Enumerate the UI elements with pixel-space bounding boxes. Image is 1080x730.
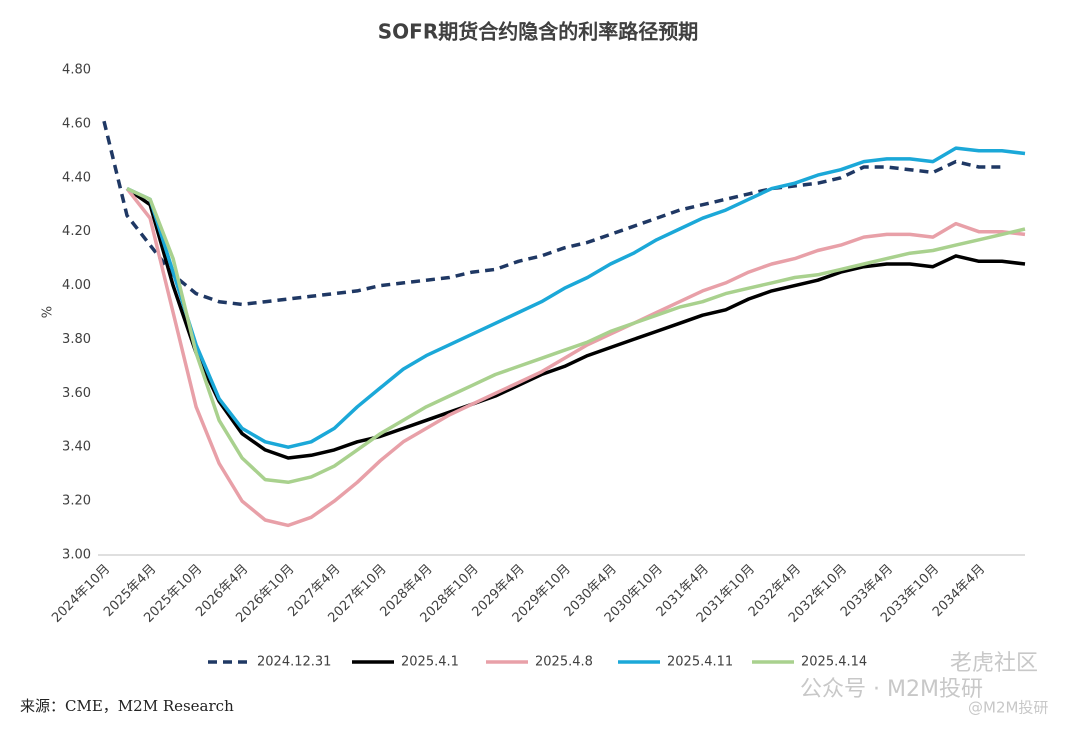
y-tick-label: 3.80 (62, 332, 91, 347)
y-tick-label: 4.20 (62, 224, 91, 239)
y-tick-label: 4.80 (62, 63, 91, 78)
y-tick-label: 3.20 (62, 494, 91, 509)
series-line (125, 187, 1026, 528)
watermark: 老虎社区 (950, 651, 1038, 676)
y-tick-label: 4.40 (62, 170, 91, 185)
y-tick-label: 4.00 (62, 278, 91, 293)
series-line (126, 146, 1026, 449)
x-tick-label: 2024年10月 (49, 562, 113, 626)
source: 来源：CME，M2M Research (20, 697, 234, 715)
y-tick-label: 4.60 (62, 116, 91, 131)
y-tick-label: 3.40 (62, 440, 91, 455)
legend-label: 2025.4.14 (801, 655, 867, 670)
chart-title: SOFR期货合约隐含的利率路径预期 (378, 20, 698, 44)
legend-label: 2024.12.31 (257, 655, 331, 670)
y-tick-label: 3.00 (62, 548, 91, 563)
y-tick-label: 3.60 (62, 386, 91, 401)
watermark: @M2M投研 (968, 699, 1048, 717)
series-line (125, 187, 1026, 460)
watermark: 公众号 · M2M投研 (800, 677, 983, 702)
legend-label: 2025.4.8 (535, 655, 593, 670)
legend-label: 2025.4.1 (401, 655, 459, 670)
y-axis-label: % (41, 306, 56, 318)
series-line (126, 187, 1026, 485)
series-line (102, 120, 1002, 307)
legend-label: 2025.4.11 (667, 655, 733, 670)
